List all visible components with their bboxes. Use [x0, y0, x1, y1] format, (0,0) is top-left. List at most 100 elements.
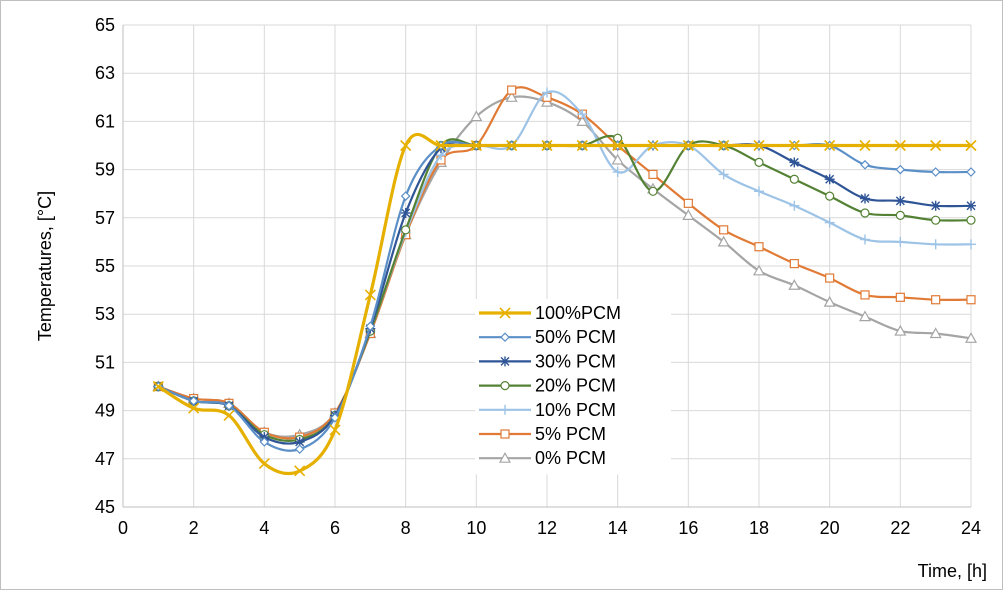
data-point-plus	[966, 239, 976, 250]
x-tick-label: 4	[259, 518, 269, 538]
star-marker-stroke	[860, 194, 870, 204]
data-point-x	[294, 465, 306, 477]
data-point-triangle	[964, 332, 978, 343]
x-tick-label: 14	[608, 518, 628, 538]
x-marker-stroke	[152, 380, 164, 393]
data-point-circle	[966, 215, 976, 225]
data-point-diamond	[930, 167, 941, 177]
legend-entry: 30% PCM	[479, 351, 616, 371]
legend-label: 5% PCM	[535, 424, 606, 444]
star-marker-stroke	[789, 157, 799, 167]
legend-entry: 50% PCM	[479, 327, 616, 347]
x-tick-label: 6	[330, 518, 340, 538]
data-point-star	[500, 356, 510, 367]
data-point-square	[683, 198, 693, 208]
data-point-square	[754, 242, 764, 252]
x-marker-stroke	[859, 139, 871, 152]
data-point-x	[965, 139, 977, 152]
data-point-diamond	[188, 396, 199, 406]
data-point-circle	[789, 174, 799, 184]
star-marker-stroke	[895, 196, 905, 206]
x-marker-stroke	[682, 139, 694, 152]
x-marker-stroke	[612, 139, 624, 152]
data-point-diamond	[259, 437, 270, 447]
y-axis-title: Temperatures, [°C]	[35, 191, 55, 341]
data-point-x	[329, 424, 341, 436]
data-point-x	[541, 139, 553, 152]
data-point-triangle	[929, 327, 942, 339]
legend-label: 50% PCM	[535, 327, 616, 347]
x-marker-stroke	[470, 139, 482, 152]
y-tick-label: 53	[95, 304, 115, 324]
data-point-x	[894, 139, 906, 152]
series-layer	[152, 85, 978, 477]
x-tick-label: 12	[537, 518, 557, 538]
x-axis-title: Time, [h]	[918, 561, 987, 581]
x-tick-label: 20	[820, 518, 840, 538]
data-point-diamond	[500, 332, 510, 343]
data-point-square	[507, 85, 517, 95]
star-marker-stroke	[401, 208, 411, 218]
star-marker-stroke	[966, 201, 976, 211]
data-point-square	[719, 225, 729, 235]
legend-label: 30% PCM	[535, 351, 616, 371]
x-tick-label: 8	[401, 518, 411, 538]
legend-label: 100%PCM	[535, 303, 621, 323]
data-point-x	[364, 289, 376, 301]
data-point-plus	[930, 239, 941, 250]
data-point-star	[824, 174, 835, 185]
x-marker-stroke	[788, 139, 800, 152]
x-marker-stroke	[965, 139, 977, 152]
data-point-star	[930, 200, 941, 211]
data-point-triangle	[858, 310, 872, 322]
data-point-circle	[648, 186, 658, 196]
data-point-circle	[860, 208, 870, 218]
data-point-x	[647, 139, 659, 152]
legend-label: 20% PCM	[535, 376, 616, 396]
data-point-x	[506, 139, 518, 152]
data-point-plus	[577, 109, 588, 120]
data-point-x	[576, 139, 588, 152]
x-marker-stroke	[576, 139, 588, 152]
data-point-triangle	[788, 279, 801, 290]
data-point-x	[788, 139, 800, 152]
data-point-x	[499, 307, 511, 319]
data-point-diamond	[860, 159, 870, 170]
data-point-plus	[754, 186, 764, 197]
x-tick-label: 24	[961, 518, 981, 538]
x-marker-stroke	[647, 139, 659, 152]
data-point-triangle	[894, 324, 907, 336]
data-point-plus	[860, 234, 870, 245]
data-point-x	[258, 458, 270, 470]
legend: 100%PCM 50% PCM 30% PCM 20% PCM 10% PCM 5% PC…	[475, 299, 671, 475]
data-point-triangle	[470, 110, 483, 122]
y-tick-label: 65	[95, 15, 115, 35]
legend-entry: 100%PCM	[479, 303, 621, 323]
data-point-x	[930, 139, 942, 152]
data-point-star	[860, 193, 870, 204]
x-tick-label: 2	[189, 518, 199, 538]
x-tick-label: 18	[749, 518, 769, 538]
data-point-plus	[718, 169, 729, 180]
data-point-triangle	[498, 451, 512, 463]
data-point-star	[895, 195, 906, 206]
x-tick-label: 22	[890, 518, 910, 538]
star-marker-stroke	[931, 201, 941, 211]
y-tick-label: 45	[95, 497, 115, 517]
data-point-triangle	[823, 295, 836, 307]
x-marker-stroke	[223, 409, 235, 421]
x-marker-stroke	[499, 307, 511, 319]
y-tick-label: 59	[95, 160, 115, 180]
star-marker-stroke	[825, 174, 835, 184]
legend-label: 0% PCM	[535, 448, 606, 468]
data-point-plus	[895, 236, 906, 247]
data-point-x	[470, 139, 482, 152]
data-point-x	[188, 402, 200, 414]
data-point-triangle	[682, 209, 695, 220]
data-point-triangle	[752, 264, 766, 276]
data-point-star	[400, 207, 411, 218]
data-point-square	[500, 429, 510, 439]
data-point-star	[966, 200, 976, 211]
data-point-diamond	[224, 400, 234, 411]
